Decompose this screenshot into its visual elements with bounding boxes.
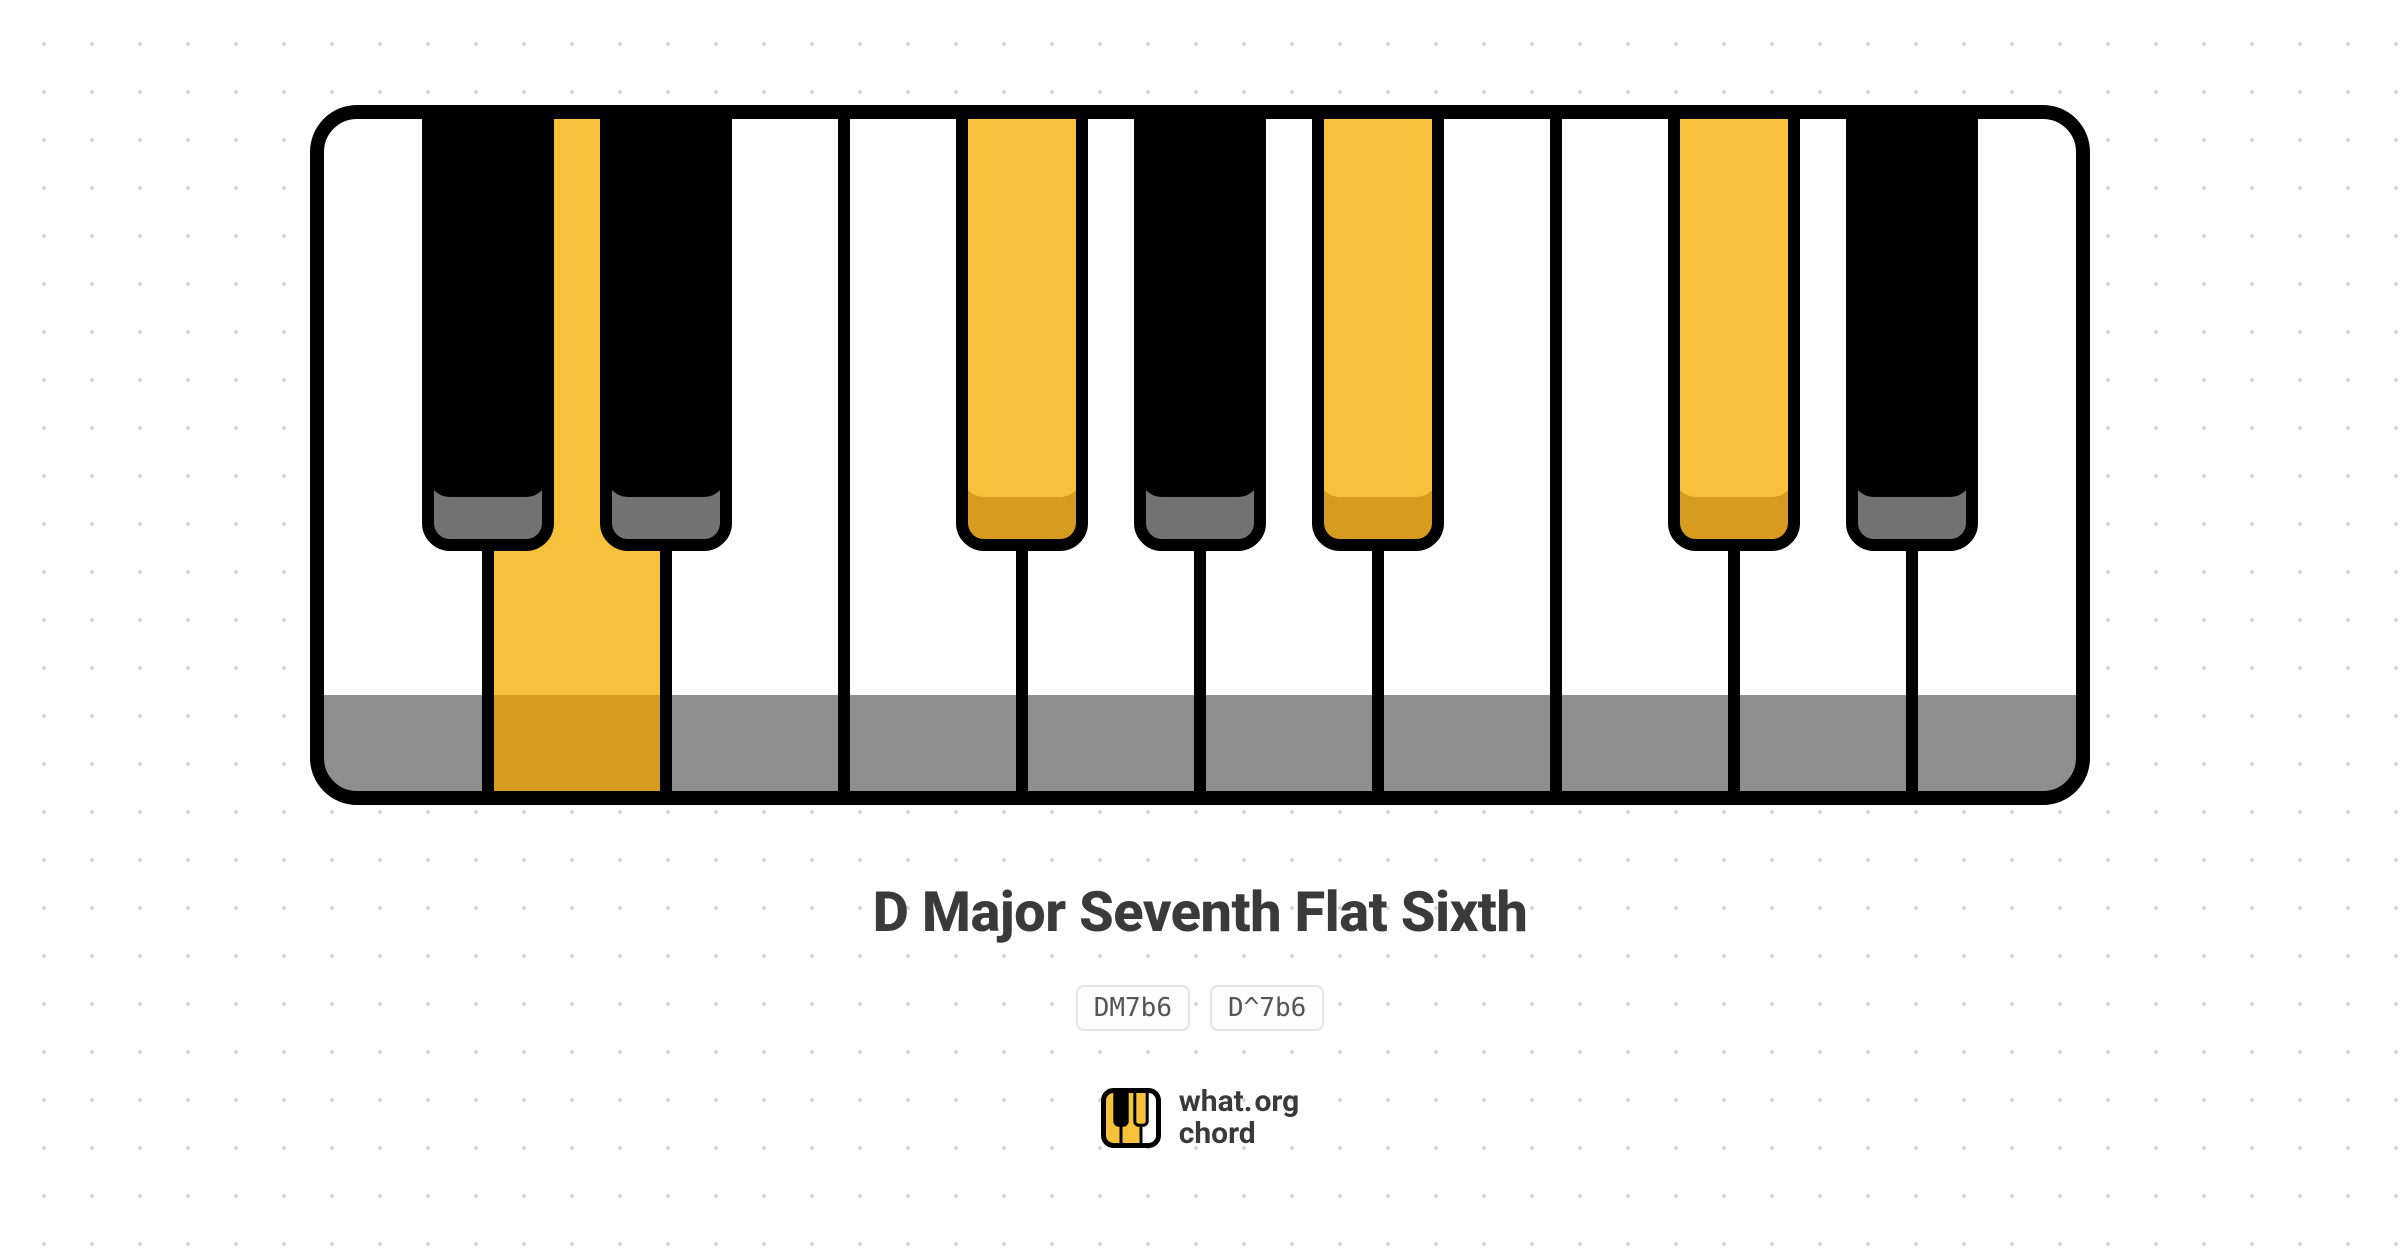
brand-word-what: what bbox=[1179, 1084, 1244, 1119]
brand-dot: . bbox=[1244, 1084, 1255, 1119]
chord-symbol-badge: D^7b6 bbox=[1210, 985, 1324, 1031]
brand-block: what.org chord bbox=[1101, 1086, 1300, 1149]
chord-symbol-badge: DM7b6 bbox=[1076, 985, 1190, 1031]
chord-title: D Major Seventh Flat Sixth bbox=[873, 879, 1528, 945]
brand-logo-icon bbox=[1101, 1088, 1161, 1148]
content-column: D Major Seventh Flat Sixth DM7b6 D^7b6 w… bbox=[0, 0, 2400, 1260]
brand-text: what.org chord bbox=[1179, 1086, 1300, 1149]
keyboard-svg bbox=[310, 105, 2090, 805]
brand-word-chord: chord bbox=[1179, 1118, 1300, 1150]
chord-symbol-list: DM7b6 D^7b6 bbox=[1076, 985, 1325, 1031]
brand-tld: org bbox=[1254, 1084, 1299, 1119]
keyboard-diagram bbox=[310, 105, 2090, 809]
